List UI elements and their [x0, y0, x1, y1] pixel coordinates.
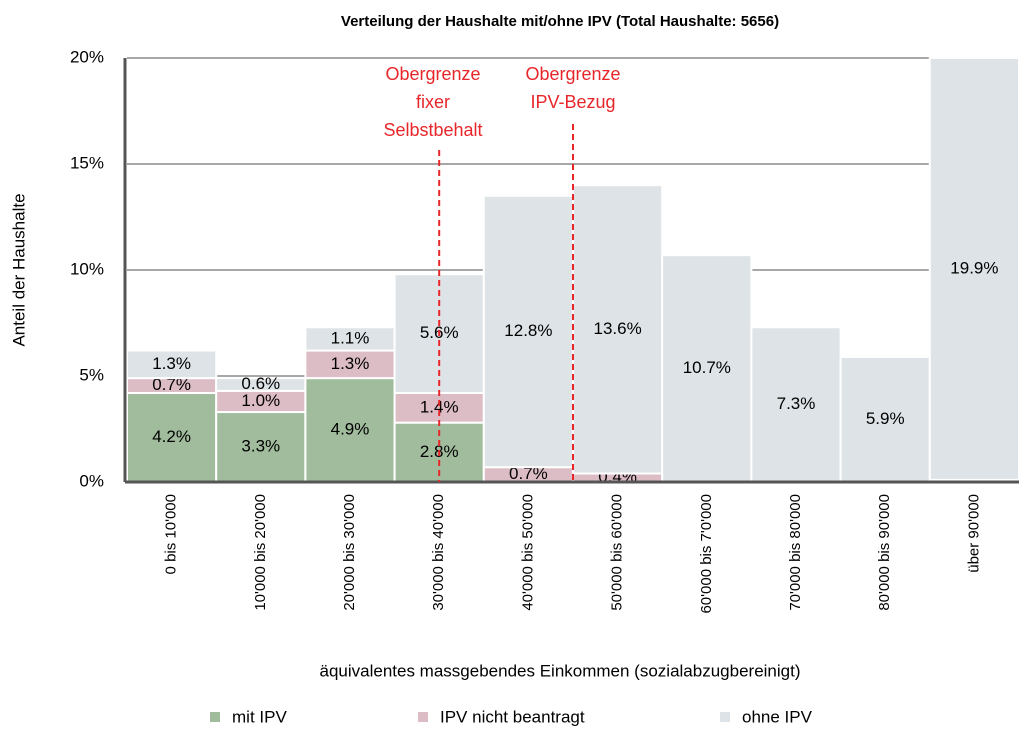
- x-tick-label: 10'000 bis 20'000: [252, 494, 269, 611]
- y-tick-label: 5%: [79, 365, 104, 384]
- bar-segment: [661, 254, 753, 483]
- data-label: 7.3%: [777, 394, 816, 413]
- y-tick-label: 15%: [70, 153, 104, 172]
- legend-swatch: [210, 712, 220, 722]
- data-label: 0.7%: [509, 464, 548, 483]
- data-label: 10.7%: [683, 358, 731, 377]
- bar-segment: [928, 57, 1019, 481]
- bar-segment: [126, 349, 218, 380]
- data-label: 13.6%: [593, 319, 641, 338]
- data-label: 1.0%: [241, 391, 280, 410]
- legend-label: ohne IPV: [742, 707, 813, 726]
- y-tick-label: 10%: [70, 259, 104, 278]
- data-label: 1.3%: [152, 354, 191, 373]
- data-label: 1.3%: [331, 354, 370, 373]
- data-label: 1.4%: [420, 397, 459, 416]
- x-tick-label: 60'000 bis 7'0'000: [698, 494, 715, 614]
- legend-swatch: [418, 712, 428, 722]
- x-axis-label: äquivalentes massgebendes Einkommen (soz…: [320, 661, 801, 680]
- legend-swatch: [720, 712, 730, 722]
- data-label: 3.3%: [241, 437, 280, 456]
- data-label: 5.9%: [866, 409, 905, 428]
- annotation-text: Obergrenze: [525, 64, 620, 84]
- data-label: 0.7%: [152, 375, 191, 394]
- data-label: 1.1%: [331, 328, 370, 347]
- annotation-text: Obergrenze: [385, 64, 480, 84]
- x-tick-label: 70'000 bis 80'000: [787, 494, 804, 611]
- y-tick-label: 0%: [79, 471, 104, 490]
- legend-label: IPV nicht beantragt: [440, 707, 585, 726]
- bar-segment: [839, 355, 931, 484]
- y-tick-label: 20%: [70, 47, 104, 66]
- x-tick-label: 0 bis 10'000: [163, 494, 180, 574]
- x-tick-label: 80'000 bis 90'000: [876, 494, 893, 611]
- data-label: 4.2%: [152, 427, 191, 446]
- x-tick-label: 40'000 bis 50'000: [519, 494, 536, 611]
- data-label: 0.6%: [241, 374, 280, 393]
- chart-title: Verteilung der Haushalte mit/ohne IPV (T…: [341, 13, 779, 30]
- y-axis-label: Anteil der Haushalte: [9, 193, 28, 346]
- x-tick-label: über 90'000: [965, 494, 982, 573]
- bar-segment: [126, 391, 218, 483]
- annotation-text: fixer: [416, 92, 450, 112]
- x-tick-label: 30'000 bis 40'000: [430, 494, 447, 611]
- annotation-text: IPV-Bezug: [530, 92, 615, 112]
- bar-segment: [304, 377, 396, 483]
- legend-label: mit IPV: [232, 707, 287, 726]
- bar-segment: [572, 184, 664, 475]
- x-tick-label: 50'000 bis 60'000: [609, 494, 626, 611]
- annotation-text: Selbstbehalt: [383, 120, 482, 140]
- data-label: 4.9%: [331, 420, 370, 439]
- x-tick-label: 20'000 bis 30'000: [341, 494, 358, 611]
- data-label: 19.9%: [950, 258, 998, 277]
- data-label: 12.8%: [504, 321, 552, 340]
- bar-segment: [482, 194, 574, 469]
